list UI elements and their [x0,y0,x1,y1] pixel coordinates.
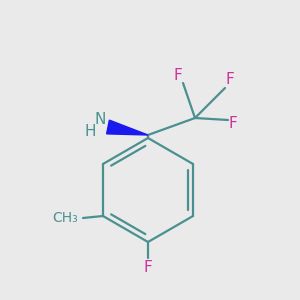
Text: N: N [94,112,106,128]
Text: H: H [85,124,96,140]
Polygon shape [106,120,148,135]
Text: F: F [229,116,237,130]
Text: F: F [226,73,234,88]
Text: CH₃: CH₃ [52,211,78,225]
Text: F: F [174,68,182,82]
Text: F: F [144,260,152,274]
